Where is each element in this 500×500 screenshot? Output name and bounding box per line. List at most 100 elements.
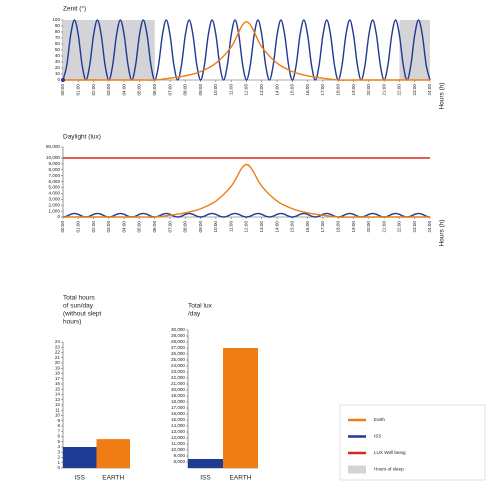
y-tick-label: 10 — [55, 413, 61, 418]
x-tick-label: 01:00 — [76, 84, 81, 96]
y-tick-label: 8,000 — [174, 459, 186, 464]
y-tick-label: 13 — [55, 397, 61, 402]
y-tick-label: 3 — [57, 449, 60, 454]
y-tick-label: 9,000 — [49, 161, 61, 166]
legend-label: Earth — [374, 417, 385, 422]
y-tick-label: 23,000 — [171, 369, 185, 374]
y-tick-label: 17 — [55, 376, 61, 381]
x-tick-label: 21:00 — [381, 221, 386, 233]
y-tick-label: 22,000 — [171, 375, 185, 380]
x-tick-label: 18:00 — [335, 84, 340, 96]
y-tick-label: 28,000 — [171, 339, 185, 344]
y-tick-label: 24,000 — [171, 363, 185, 368]
y-tick-label: 5,000 — [49, 185, 61, 190]
x-tick-label: 22:00 — [397, 84, 402, 96]
y-tick-label: 2,000 — [49, 202, 61, 207]
x-tick-label: 05:00 — [137, 84, 142, 96]
y-tick-label: 9,000 — [174, 453, 186, 458]
x-tick-label: 15:00 — [290, 221, 295, 233]
y-tick-label: 20,000 — [171, 387, 185, 392]
x-tick-label: 06:00 — [152, 84, 157, 96]
y-tick-label: 8,000 — [49, 167, 61, 172]
y-tick-label: 40 — [55, 53, 61, 58]
bar — [96, 439, 130, 468]
chart-title: Total lux — [188, 303, 213, 310]
bar — [63, 447, 97, 468]
x-tick-label: 00:00 — [60, 221, 65, 233]
y-tick-label: 60 — [55, 41, 61, 46]
x-tick-label: 17:00 — [320, 221, 325, 233]
y-tick-label: 10,000 — [171, 447, 185, 452]
x-tick-label: 21:00 — [381, 84, 386, 96]
chart-title: Total hours — [63, 295, 96, 302]
x-tick-label: 13:00 — [259, 221, 264, 233]
y-tick-label: 15,000 — [171, 417, 185, 422]
y-tick-label: 26,000 — [171, 351, 185, 356]
y-tick-label: 12,000 — [171, 435, 185, 440]
x-tick-label: 18:00 — [335, 221, 340, 233]
x-tick-label: 09:00 — [198, 221, 203, 233]
x-tick-label: 10:00 — [213, 221, 218, 233]
x-tick-label: EARTH — [230, 475, 252, 482]
x-axis-label: Hours (h) — [439, 82, 446, 109]
y-tick-label: 21 — [55, 355, 61, 360]
x-tick-label: 11:00 — [228, 84, 233, 96]
x-tick-label: 02:00 — [91, 221, 96, 233]
y-tick-label: 1 — [57, 460, 60, 465]
y-tick-label: 7,000 — [49, 173, 61, 178]
x-tick-label: 23:00 — [412, 221, 417, 233]
legend-label: LUX Well being — [374, 450, 406, 455]
chart-title: (without slept — [63, 311, 101, 318]
legend-swatch — [348, 465, 366, 474]
y-tick-label: 24 — [55, 339, 61, 344]
y-tick-label: 5 — [57, 439, 60, 444]
x-tick-label: 12:00 — [244, 84, 249, 96]
y-tick-label: 9 — [57, 418, 60, 423]
y-tick-label: 11,000 — [171, 441, 185, 446]
x-tick-label: ISS — [200, 475, 211, 482]
y-tick-label: 29,000 — [171, 333, 185, 338]
y-tick-label: 18 — [55, 371, 61, 376]
x-tick-label: 19:00 — [351, 221, 356, 233]
x-tick-label: 11:00 — [228, 221, 233, 233]
x-tick-label: 10:00 — [213, 84, 218, 96]
x-tick-label: 17:00 — [320, 84, 325, 96]
y-tick-label: 100 — [52, 17, 60, 22]
y-tick-label: 22 — [55, 350, 61, 355]
legend-label: Hours of sleep — [374, 467, 404, 472]
y-tick-label: 14,000 — [171, 423, 185, 428]
bar — [223, 348, 258, 468]
y-tick-label: 16 — [55, 381, 61, 386]
chart-title: hours) — [63, 319, 81, 326]
x-tick-label: 14:00 — [274, 221, 279, 233]
x-tick-label: 22:00 — [397, 221, 402, 233]
x-tick-label: 13:00 — [259, 84, 264, 96]
x-tick-label: 16:00 — [305, 84, 310, 96]
y-tick-label: 20 — [55, 65, 61, 70]
x-tick-label: 01:00 — [76, 221, 81, 233]
bar — [188, 459, 223, 468]
y-tick-label: 30 — [55, 59, 61, 64]
y-tick-label: 17,000 — [171, 405, 185, 410]
sleep-band — [63, 20, 155, 80]
x-tick-label: 03:00 — [106, 221, 111, 233]
y-tick-label: 21,000 — [171, 381, 185, 386]
x-tick-label: ISS — [75, 475, 86, 482]
y-tick-label: 20 — [55, 360, 61, 365]
y-tick-label: 27,000 — [171, 345, 185, 350]
y-tick-label: 19,000 — [171, 393, 185, 398]
y-tick-label: 18,000 — [171, 399, 185, 404]
x-tick-label: 12:00 — [244, 221, 249, 233]
y-tick-label: 25,000 — [171, 357, 185, 362]
x-tick-label: 24:00 — [427, 221, 432, 233]
x-tick-label: 03:00 — [106, 84, 111, 96]
y-tick-label: 90 — [55, 23, 61, 28]
x-tick-label: 15:00 — [290, 84, 295, 96]
y-tick-label: 30,000 — [171, 327, 185, 332]
x-tick-label: 05:00 — [137, 221, 142, 233]
x-tick-label: 06:00 — [152, 221, 157, 233]
x-tick-label: 20:00 — [366, 84, 371, 96]
x-tick-label: 19:00 — [351, 84, 356, 96]
origin-dot — [61, 78, 65, 82]
chart-title: Daylight (lux) — [63, 134, 101, 141]
